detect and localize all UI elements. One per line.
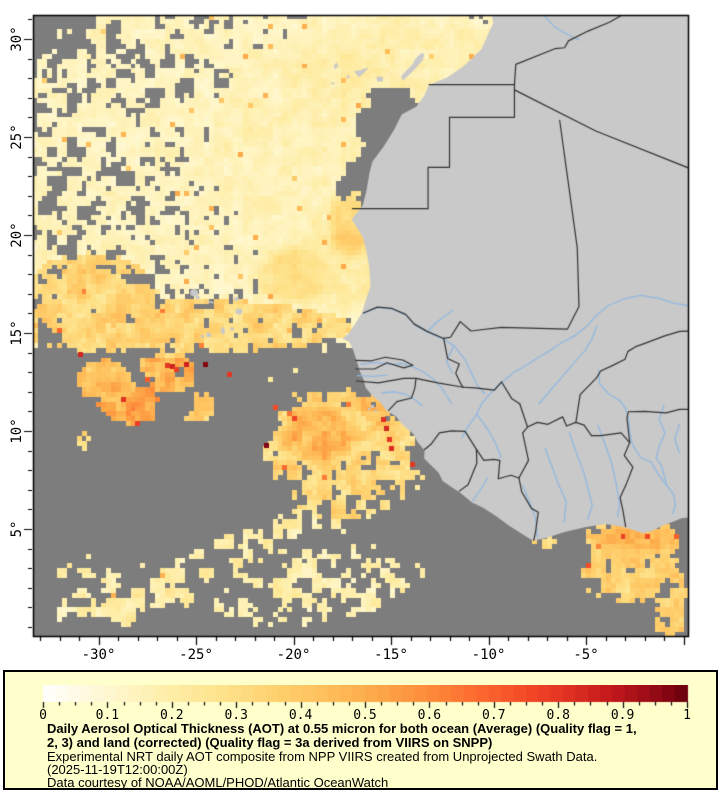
legend-credit: Data courtesy of NOAA/AOML/PHOD/Atlantic…: [47, 775, 389, 790]
colorbar-tick-label: 0.4: [288, 708, 313, 723]
x-tick-label: -15°: [374, 647, 408, 663]
colorbar-tick-label: 0.1: [95, 708, 120, 723]
x-tick-label: -30°: [81, 647, 116, 663]
colorbar-tick-label: 0.6: [417, 708, 442, 723]
legend-title-line1: Daily Aerosol Optical Thickness (AOT) at…: [47, 721, 637, 736]
colorbar-tick-label: 0: [39, 708, 47, 723]
y-tick-label: 5°: [9, 520, 25, 538]
colorbar-tick-label: 0.3: [224, 708, 248, 723]
legend-title-line2: 2, 3) and land (corrected) (Quality flag…: [47, 735, 493, 750]
y-tick-label: 10°: [9, 418, 25, 444]
colorbar-tick-label: 0.5: [353, 708, 377, 723]
colorbar-tick-label: 0.2: [160, 708, 184, 723]
x-tick-label: -10°: [471, 647, 506, 663]
y-tick-label: 20°: [9, 222, 25, 248]
colorbar-tick-label: 0.7: [482, 708, 506, 723]
map-canvas: [0, 0, 720, 663]
colorbar: [41, 685, 693, 711]
legend-timestamp: (2025-11-19T12:00:00Z): [47, 762, 188, 777]
y-tick-label: 25°: [9, 124, 25, 150]
y-tick-label: 30°: [9, 26, 25, 52]
colorbar-tick-label: 0.9: [610, 708, 635, 723]
x-tick-label: -20°: [276, 647, 311, 663]
legend-box: 0 0.1 0.2 0.3 0.4 0.5 0.6 0.7 0.8 0.9 1 Daily Aero…: [3, 670, 718, 790]
x-tick-label: -25°: [179, 647, 213, 663]
colorbar-tick-label: 0.8: [546, 708, 570, 723]
legend-subtitle: Experimental NRT daily AOT composite fro…: [47, 749, 598, 764]
y-tick-label: 15°: [9, 320, 25, 346]
x-tick-label: -5°: [573, 647, 599, 663]
colorbar-tick-label: 1: [683, 708, 691, 723]
